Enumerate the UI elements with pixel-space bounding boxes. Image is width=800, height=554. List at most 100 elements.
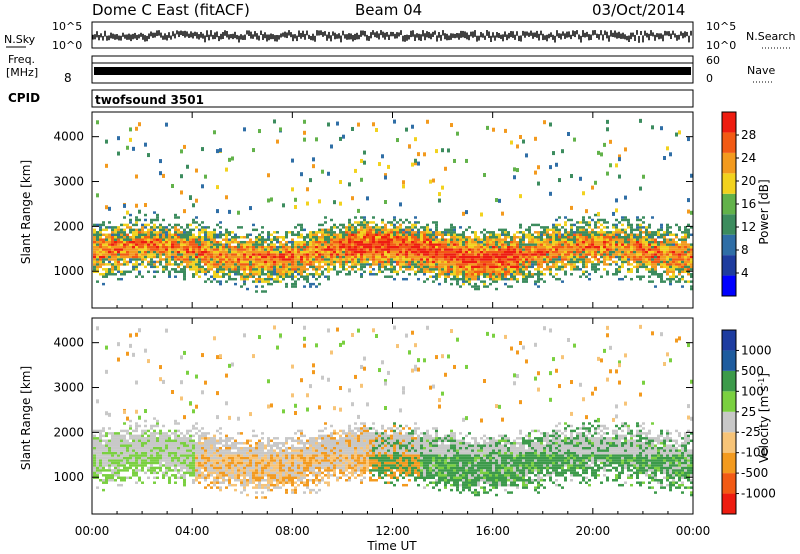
power-cell <box>201 255 204 259</box>
power-cell <box>663 258 666 261</box>
power-cell <box>570 231 573 234</box>
power-cell <box>201 184 204 189</box>
power-cell <box>198 258 201 261</box>
power-cell <box>447 238 450 241</box>
power-cell <box>393 245 396 249</box>
power-cell <box>387 240 390 244</box>
power-cell <box>96 223 99 227</box>
power-cell <box>501 231 504 234</box>
power-cell <box>153 223 156 227</box>
power-cell <box>552 255 555 259</box>
power-cell <box>579 250 582 254</box>
velocity-cell <box>123 466 126 470</box>
velocity-cell <box>117 342 120 347</box>
power-cell <box>363 150 366 155</box>
power-cell <box>555 277 558 281</box>
power-cell <box>372 243 375 246</box>
power-cell <box>96 255 99 259</box>
power-cell <box>297 255 300 259</box>
power-cell <box>525 228 528 232</box>
velocity-cell <box>171 389 174 394</box>
power-cell <box>117 238 120 241</box>
power-cell <box>420 243 423 246</box>
power-cell <box>177 250 180 254</box>
power-cell <box>471 270 474 274</box>
power-cell <box>159 240 162 244</box>
power-cell <box>339 245 342 249</box>
velocity-cell <box>135 469 138 472</box>
power-cell <box>135 240 138 244</box>
power-cell <box>657 236 660 239</box>
power-cell <box>276 273 279 276</box>
power-cell <box>342 240 345 244</box>
power-cell <box>594 253 597 256</box>
power-cell <box>660 245 663 249</box>
power-cell <box>645 243 648 246</box>
power-cell <box>132 236 135 239</box>
power-cell <box>594 240 597 244</box>
power-cell <box>504 228 507 232</box>
power-cell <box>297 265 300 269</box>
power-cell <box>99 231 102 234</box>
power-cell <box>534 268 537 271</box>
power-cell <box>270 243 273 246</box>
power-cell <box>246 240 249 244</box>
velocity-cell <box>138 328 141 333</box>
power-cell <box>378 233 381 237</box>
power-cell <box>615 238 618 241</box>
power-cell <box>543 280 546 283</box>
power-cell <box>204 258 207 261</box>
power-cell <box>480 231 483 234</box>
power-cell <box>390 258 393 261</box>
velocity-cell <box>93 456 96 460</box>
power-cell <box>666 260 669 264</box>
power-cell <box>525 153 528 158</box>
power-cell <box>102 282 105 286</box>
velocity-cell <box>120 446 123 450</box>
power-cell <box>513 275 516 278</box>
power-cell <box>204 228 207 232</box>
velocity-cell <box>138 451 141 455</box>
power-cell <box>420 248 423 251</box>
velocity-cell <box>153 434 156 438</box>
power-cell <box>507 233 510 237</box>
velocity-cell <box>105 449 108 452</box>
power-colorbar-segment <box>722 173 736 194</box>
power-cell <box>216 258 219 261</box>
velocity-cell <box>141 434 144 438</box>
power-cell <box>327 270 330 274</box>
power-cell <box>408 255 411 259</box>
power-cell <box>399 202 402 207</box>
power-cell <box>303 245 306 249</box>
velocity-cell <box>102 434 105 438</box>
velocity-cell <box>168 429 171 433</box>
power-cell <box>174 270 177 274</box>
power-cell <box>453 236 456 239</box>
power-cell <box>531 223 534 227</box>
power-cell <box>522 258 525 261</box>
velocity-cell <box>141 444 144 447</box>
power-cell <box>351 265 354 269</box>
power-cell <box>396 245 399 249</box>
power-cell <box>303 137 306 142</box>
power-cell <box>192 228 195 232</box>
power-cell <box>639 118 642 123</box>
power-cell <box>492 280 495 283</box>
velocity-cell <box>96 399 99 404</box>
power-cell <box>537 240 540 244</box>
power-cell <box>579 226 582 229</box>
power-cell <box>435 255 438 259</box>
power-cell <box>360 221 363 224</box>
power-cell <box>234 245 237 249</box>
power-cell <box>162 268 165 271</box>
power-cell <box>525 248 528 251</box>
power-cell <box>183 273 186 276</box>
power-cell <box>189 195 192 200</box>
power-cell <box>654 265 657 269</box>
power-cell <box>552 228 555 232</box>
power-cell <box>513 233 516 237</box>
power-cell <box>642 216 645 219</box>
power-cell <box>177 231 180 234</box>
power-cell <box>627 243 630 246</box>
power-cell <box>351 223 354 227</box>
